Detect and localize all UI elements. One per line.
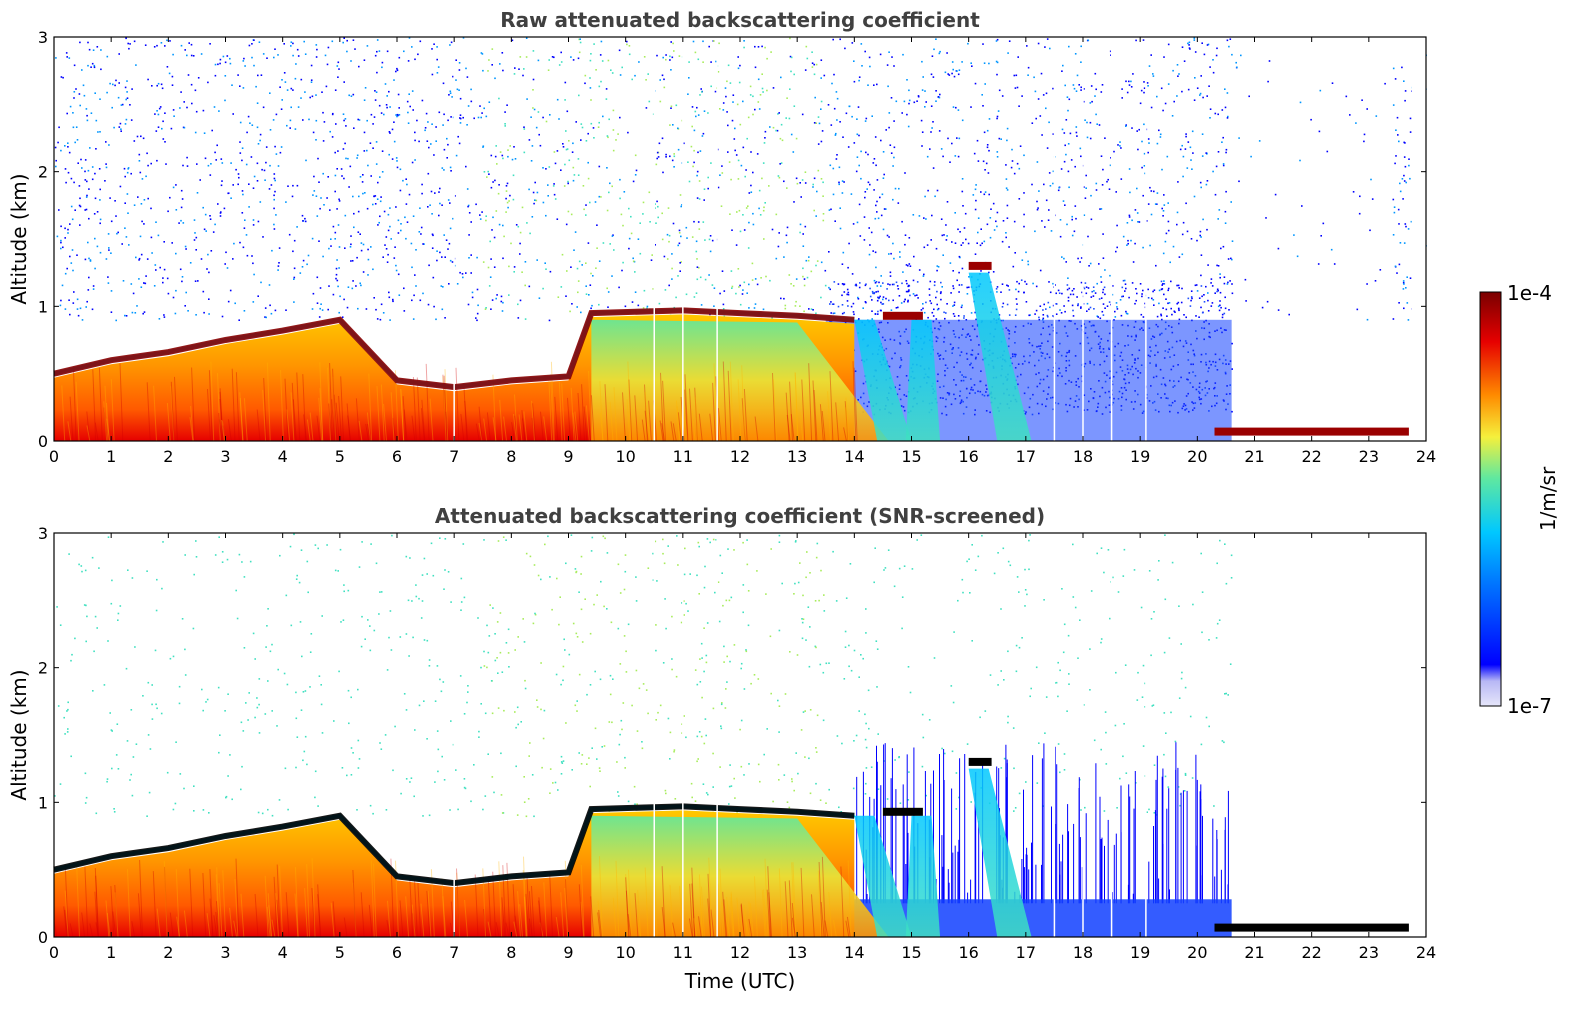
x-tick-label: 22 <box>1301 447 1321 466</box>
x-tick-label: 3 <box>220 943 230 962</box>
x-tick-label: 17 <box>1016 943 1036 962</box>
elevated-layer <box>1214 427 1409 436</box>
fallstreak <box>968 272 1032 441</box>
x-tick-label: 12 <box>730 447 750 466</box>
fallstreak <box>968 768 1032 937</box>
y-tick-label: 2 <box>38 163 48 182</box>
x-tick-label: 0 <box>49 447 59 466</box>
colorbar-min-label: 1e-7 <box>1507 694 1552 718</box>
panel-1-x-axis: 0 1 2 3 4 5 6 7 8 9 10 11 12 13 14 15 16 17 18 19 20 21 22 23 24 <box>49 37 1436 466</box>
x-tick-label: 7 <box>449 447 459 466</box>
y-tick-label: 1 <box>38 297 48 316</box>
screened-backscatter-panel: Attenuated backscattering coefficient (S… <box>7 504 1436 993</box>
screened-heatmap-area <box>53 533 1426 938</box>
x-tick-label: 16 <box>958 943 978 962</box>
raw-heatmap-area <box>53 37 1427 442</box>
x-tick-label: 17 <box>1016 447 1036 466</box>
colorbar-max-label: 1e-4 <box>1507 281 1552 305</box>
no-data-region <box>1411 37 1426 441</box>
fallstreak <box>905 815 941 937</box>
x-tick-label: 15 <box>901 943 921 962</box>
x-tick-label: 2 <box>163 447 173 466</box>
x-tick-label: 16 <box>958 447 978 466</box>
x-tick-label: 11 <box>673 943 693 962</box>
streak-texture <box>53 856 852 938</box>
no-data-region <box>1411 533 1426 937</box>
x-tick-label: 22 <box>1301 943 1321 962</box>
x-tick-label: 18 <box>1073 447 1093 466</box>
colorbar: 1e-4 1e-7 1/m/sr <box>1479 281 1560 718</box>
panel-2-title: Attenuated backscattering coefficient (S… <box>435 504 1045 528</box>
elevated-layer <box>1214 923 1409 932</box>
elevated-layer <box>882 311 923 320</box>
panel-2-xlabel: Time (UTC) <box>684 969 796 993</box>
x-tick-label: 20 <box>1187 447 1207 466</box>
y-tick-label: 3 <box>38 524 48 543</box>
x-tick-label: 3 <box>220 447 230 466</box>
x-tick-label: 12 <box>730 943 750 962</box>
x-tick-label: 10 <box>615 447 635 466</box>
x-tick-label: 19 <box>1130 447 1150 466</box>
x-tick-label: 10 <box>615 943 635 962</box>
y-tick-label: 2 <box>38 659 48 678</box>
x-tick-label: 6 <box>392 447 402 466</box>
panel-2-y-axis: 0 1 2 3 <box>38 524 1426 947</box>
x-tick-label: 4 <box>278 943 288 962</box>
x-tick-label: 7 <box>449 943 459 962</box>
x-tick-label: 23 <box>1359 447 1379 466</box>
x-tick-label: 15 <box>901 447 921 466</box>
x-tick-label: 8 <box>506 943 516 962</box>
x-tick-label: 20 <box>1187 943 1207 962</box>
x-tick-label: 4 <box>278 447 288 466</box>
midday-aerosol <box>591 815 889 937</box>
panel-1-ylabel: Altitude (km) <box>7 173 31 304</box>
x-tick-label: 6 <box>392 943 402 962</box>
fallstreak <box>905 319 941 441</box>
x-tick-label: 24 <box>1416 447 1436 466</box>
x-tick-label: 21 <box>1244 447 1264 466</box>
fallstreak <box>854 319 912 441</box>
colorbar-gradient <box>1479 291 1502 707</box>
y-tick-label: 0 <box>38 928 48 947</box>
y-tick-label: 3 <box>38 28 48 47</box>
x-tick-label: 5 <box>335 447 345 466</box>
x-tick-label: 18 <box>1073 943 1093 962</box>
y-tick-label: 0 <box>38 432 48 451</box>
x-tick-label: 14 <box>844 943 864 962</box>
panel-2-x-axis: 0 1 2 3 4 5 6 7 8 9 10 11 12 13 14 15 16 17 18 19 20 21 22 23 24 <box>49 533 1436 962</box>
x-tick-label: 13 <box>787 943 807 962</box>
fallstreak <box>854 815 912 937</box>
x-tick-label: 13 <box>787 447 807 466</box>
panel-1-y-axis: 0 1 2 3 <box>38 28 1426 451</box>
x-tick-label: 1 <box>106 447 116 466</box>
x-tick-label: 2 <box>163 943 173 962</box>
x-tick-label: 23 <box>1359 943 1379 962</box>
x-tick-label: 14 <box>844 447 864 466</box>
x-tick-label: 19 <box>1130 943 1150 962</box>
streak-texture <box>61 361 858 442</box>
x-tick-label: 24 <box>1416 943 1436 962</box>
elevated-layer <box>968 757 992 766</box>
midday-aerosol <box>591 319 889 441</box>
colorbar-unit-label: 1/m/sr <box>1536 466 1560 531</box>
x-tick-label: 9 <box>563 943 573 962</box>
elevated-layer <box>882 807 923 816</box>
panel-1-title: Raw attenuated backscattering coefficien… <box>500 8 980 32</box>
x-tick-label: 8 <box>506 447 516 466</box>
x-tick-label: 0 <box>49 943 59 962</box>
noise-points <box>54 533 1233 818</box>
x-tick-label: 9 <box>563 447 573 466</box>
raw-backscatter-panel: Raw attenuated backscattering coefficien… <box>7 8 1436 466</box>
elevated-layer <box>968 261 992 270</box>
x-tick-label: 1 <box>106 943 116 962</box>
x-tick-label: 5 <box>335 943 345 962</box>
y-tick-label: 1 <box>38 793 48 812</box>
panel-2-ylabel: Altitude (km) <box>7 669 31 800</box>
x-tick-label: 11 <box>673 447 693 466</box>
x-tick-label: 21 <box>1244 943 1264 962</box>
